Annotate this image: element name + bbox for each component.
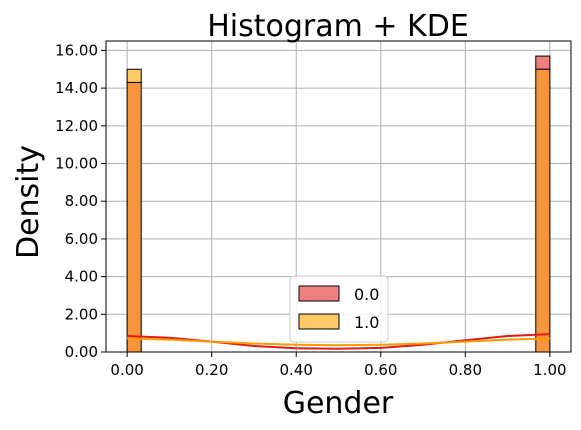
y-tick-label: 6.00 xyxy=(65,230,98,248)
x-tick-label: 0.20 xyxy=(195,361,228,379)
x-tick-label: 1.00 xyxy=(533,361,566,379)
legend-label: 1.0 xyxy=(354,313,379,332)
histogram-bar xyxy=(126,81,142,353)
x-axis-ticks: 0.00 0.20 0.40 0.60 0.80 1.00 xyxy=(110,352,567,379)
x-axis-label: Gender xyxy=(283,386,394,421)
y-tick-label: 0.00 xyxy=(65,343,98,361)
histogram-bar xyxy=(535,55,551,70)
y-tick-label: 8.00 xyxy=(65,192,98,210)
histogram-bars xyxy=(126,55,551,353)
kde-line xyxy=(127,337,550,347)
legend: 0.01.0 xyxy=(289,275,389,343)
plot-frame xyxy=(105,40,572,353)
x-tick-label: 0.60 xyxy=(364,361,397,379)
y-axis-ticks: 0.00 2.00 4.00 6.00 8.00 10.00 12.00 14.00 16.00 xyxy=(55,41,106,361)
kde-curves xyxy=(127,333,550,350)
legend-label: 0.0 xyxy=(354,285,379,304)
legend-swatch xyxy=(298,285,340,302)
histogram-bar xyxy=(126,68,142,83)
y-tick-label: 16.00 xyxy=(55,41,98,59)
y-tick-label: 2.00 xyxy=(65,305,98,323)
y-axis-label: Density xyxy=(11,145,46,259)
histogram-bar xyxy=(535,68,551,353)
x-tick-label: 0.40 xyxy=(280,361,313,379)
x-tick-label: 0.80 xyxy=(449,361,482,379)
y-tick-label: 12.00 xyxy=(55,117,98,135)
legend-swatch xyxy=(298,313,340,330)
chart-title: Histogram + KDE xyxy=(207,9,469,44)
y-tick-label: 10.00 xyxy=(55,155,98,173)
x-tick-label: 0.00 xyxy=(110,361,143,379)
y-tick-label: 4.00 xyxy=(65,268,98,286)
y-tick-label: 14.00 xyxy=(55,79,98,97)
